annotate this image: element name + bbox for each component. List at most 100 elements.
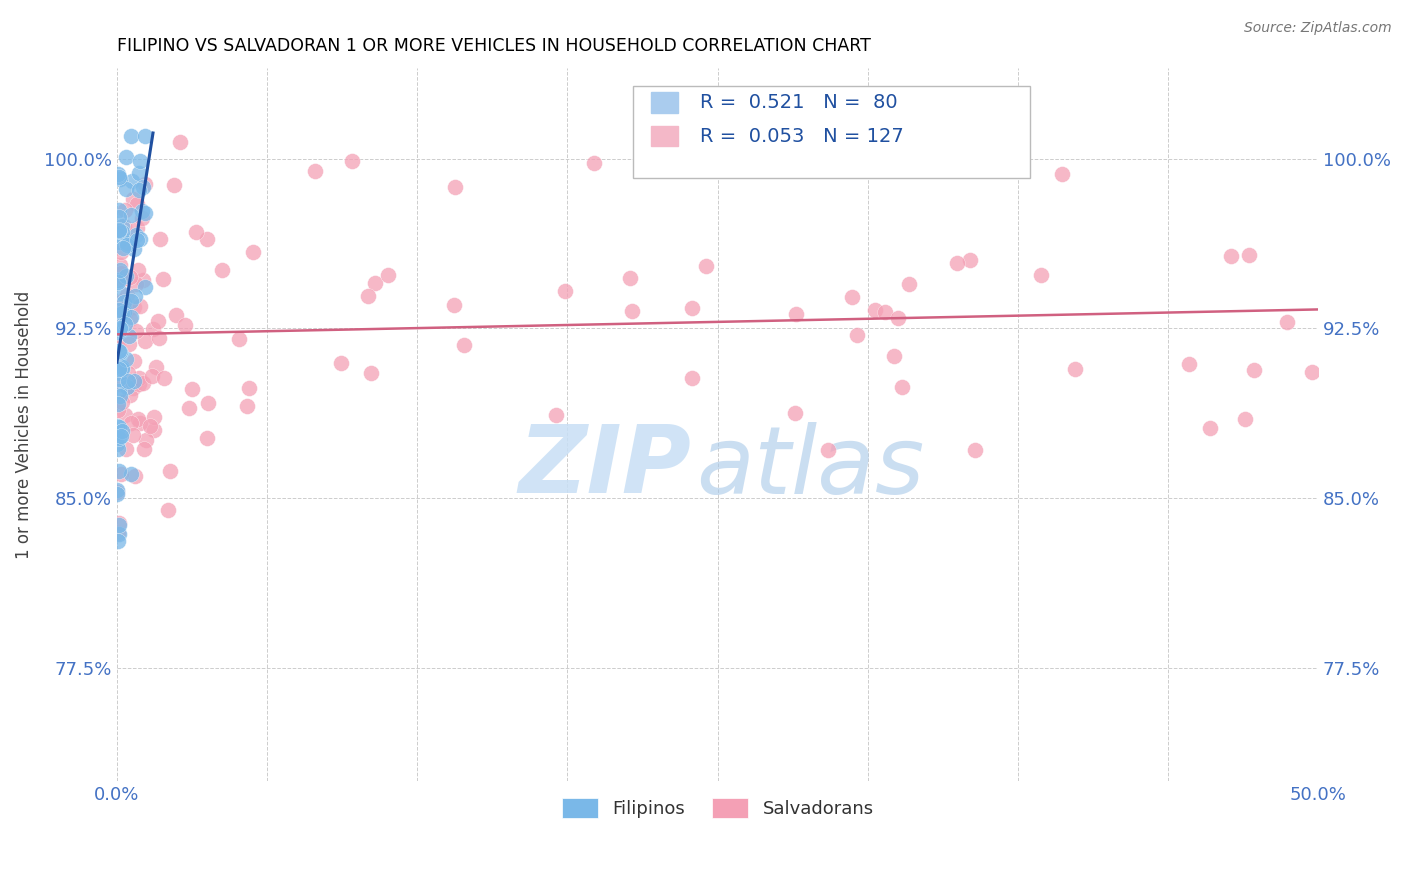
Point <box>114 306 136 320</box>
Point <box>134 178 156 192</box>
Point <box>128 183 150 197</box>
Point <box>125 277 148 291</box>
Point <box>108 302 131 317</box>
Point <box>107 431 129 445</box>
Point <box>131 376 153 390</box>
Point <box>841 290 863 304</box>
Point <box>107 275 129 289</box>
Point <box>695 259 717 273</box>
Point <box>125 233 148 247</box>
Point <box>114 268 136 283</box>
Point <box>107 396 129 410</box>
Point <box>174 318 197 333</box>
Point <box>117 232 139 246</box>
Point <box>111 362 134 376</box>
Point <box>124 289 146 303</box>
Point <box>108 376 131 391</box>
Point <box>120 128 142 143</box>
Point <box>107 223 129 237</box>
Point <box>115 181 138 195</box>
Point <box>681 371 703 385</box>
Point <box>134 205 156 219</box>
Point <box>117 366 139 380</box>
Point <box>165 308 187 322</box>
Point <box>120 312 142 326</box>
Point <box>124 469 146 483</box>
Point <box>114 150 136 164</box>
Point <box>582 156 605 170</box>
Point <box>108 359 131 373</box>
Point <box>105 486 128 500</box>
Point <box>131 180 153 194</box>
Point <box>105 483 128 498</box>
Point <box>107 340 129 354</box>
Point <box>453 338 475 352</box>
Point <box>211 263 233 277</box>
Point <box>107 306 129 320</box>
Point <box>148 314 170 328</box>
Point <box>114 318 136 332</box>
Point <box>135 434 157 448</box>
Point <box>659 145 682 159</box>
Point <box>946 256 969 270</box>
Point <box>765 130 787 145</box>
Point <box>122 381 145 395</box>
Point <box>134 334 156 349</box>
Point <box>105 418 128 433</box>
Point <box>112 305 135 319</box>
Point <box>887 311 910 326</box>
Point <box>108 203 131 218</box>
Point <box>124 324 146 338</box>
Point <box>134 442 156 456</box>
Point <box>883 349 905 363</box>
Point <box>108 345 131 359</box>
Point <box>143 423 166 437</box>
Point <box>108 263 131 277</box>
Point <box>107 223 129 237</box>
Point <box>111 241 134 255</box>
Point <box>304 164 326 178</box>
Point <box>115 238 138 252</box>
FancyBboxPatch shape <box>651 93 678 113</box>
Point <box>108 318 131 333</box>
Point <box>159 464 181 478</box>
Point <box>228 332 250 346</box>
Point <box>117 336 139 351</box>
Point <box>181 382 204 396</box>
Point <box>107 525 129 540</box>
Point <box>898 277 921 292</box>
Point <box>120 294 142 309</box>
Point <box>107 442 129 457</box>
Text: R =  0.053   N = 127: R = 0.053 N = 127 <box>700 127 903 145</box>
Y-axis label: 1 or more Vehicles in Household: 1 or more Vehicles in Household <box>15 291 32 558</box>
Point <box>129 417 152 431</box>
Point <box>107 223 129 237</box>
Point <box>443 180 465 194</box>
Point <box>118 388 141 402</box>
Point <box>110 467 132 481</box>
Point <box>111 293 134 308</box>
Point <box>364 276 387 290</box>
Point <box>108 211 131 225</box>
Point <box>195 232 218 246</box>
Point <box>107 325 129 339</box>
Point <box>108 372 131 386</box>
Point <box>108 320 131 334</box>
Point <box>197 395 219 409</box>
Point <box>108 516 131 530</box>
Point <box>965 442 987 457</box>
Point <box>112 271 135 285</box>
Point <box>114 408 136 422</box>
Point <box>111 359 134 374</box>
Point <box>127 263 149 277</box>
Point <box>105 426 128 441</box>
Point <box>110 306 132 320</box>
Point <box>621 304 644 318</box>
Point <box>120 209 142 223</box>
Text: atlas: atlas <box>696 422 924 513</box>
Point <box>142 322 165 336</box>
Point <box>112 219 135 234</box>
Point <box>1063 362 1085 376</box>
Point <box>111 225 134 239</box>
Point <box>108 384 131 398</box>
